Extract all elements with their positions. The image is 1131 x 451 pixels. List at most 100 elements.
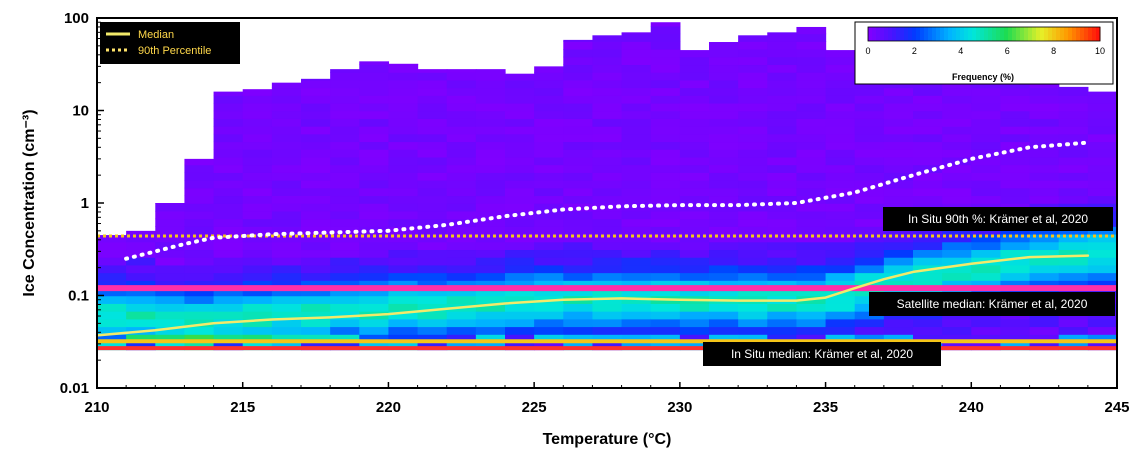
heatmap-cell xyxy=(475,156,506,166)
heatmap-cell xyxy=(621,303,652,312)
heatmap-cell xyxy=(1000,164,1031,173)
heatmap-cell xyxy=(650,149,681,158)
heatmap-cell xyxy=(650,172,681,181)
heatmap-cell xyxy=(971,241,1002,251)
heatmap-cell xyxy=(738,303,768,312)
heatmap-cell xyxy=(330,233,360,243)
heatmap-cell xyxy=(534,341,564,351)
heatmap-cell xyxy=(709,56,739,66)
heatmap-cell xyxy=(621,249,652,258)
heatmap-cell xyxy=(446,79,477,89)
heatmap-cell xyxy=(854,187,885,197)
heatmap-cell xyxy=(738,326,768,335)
heatmap-cell xyxy=(971,149,1002,158)
heatmap-cell xyxy=(679,187,710,197)
heatmap-cell xyxy=(942,264,972,274)
heatmap-cell xyxy=(709,64,739,73)
x-axis-label: Temperature (°C) xyxy=(543,431,672,448)
heatmap-cell xyxy=(330,95,360,104)
heatmap-cell xyxy=(534,334,564,343)
heatmap-cell xyxy=(592,87,623,96)
heatmap-cell xyxy=(738,56,768,66)
heatmap-cell xyxy=(534,133,564,143)
heatmap-cell xyxy=(242,341,273,351)
heatmap-cell xyxy=(1087,102,1118,112)
heatmap-cell xyxy=(709,133,739,143)
heatmap-cell xyxy=(330,311,360,320)
heatmap-cell xyxy=(679,195,710,204)
heatmap-cell xyxy=(446,72,477,81)
heatmap-cell xyxy=(1087,156,1118,166)
heatmap-cell xyxy=(184,233,215,243)
heatmap-cell xyxy=(534,95,564,104)
heatmap-cell xyxy=(883,95,914,104)
heatmap-cell xyxy=(359,195,390,204)
heatmap-cell xyxy=(475,257,506,266)
heatmap-cell xyxy=(825,257,856,266)
heatmap-cell xyxy=(213,249,244,258)
heatmap-cell xyxy=(534,187,564,197)
heatmap-cell xyxy=(563,156,594,166)
heatmap-cell xyxy=(738,257,768,266)
heatmap-cell xyxy=(796,79,827,89)
heatmap-cell xyxy=(942,164,972,173)
heatmap-cell xyxy=(213,210,244,220)
heatmap-cell xyxy=(301,226,331,235)
heatmap-cell xyxy=(592,241,623,251)
heatmap-cell xyxy=(767,118,798,127)
heatmap-cell xyxy=(213,91,244,96)
colorbar-swatch xyxy=(876,27,881,41)
colorbar-swatch xyxy=(952,27,957,41)
heatmap-cell xyxy=(796,272,827,281)
heatmap-cell xyxy=(942,87,972,96)
heatmap-cell xyxy=(505,141,535,150)
heatmap-cell xyxy=(534,318,564,328)
heatmap-cell xyxy=(738,334,768,343)
heatmap-cell xyxy=(126,318,156,328)
heatmap-cell xyxy=(854,172,885,181)
heatmap-cell xyxy=(592,318,623,328)
heatmap-cell xyxy=(767,64,798,73)
heatmap-cell xyxy=(650,110,681,119)
heatmap-cell xyxy=(563,241,594,251)
heatmap-cell xyxy=(359,118,390,127)
heatmap-cell xyxy=(767,87,798,96)
heatmap-cell xyxy=(621,195,652,204)
heatmap-cell xyxy=(417,318,448,328)
heatmap-cell xyxy=(271,187,302,197)
heatmap-cell xyxy=(330,295,360,304)
heatmap-cell xyxy=(417,341,448,351)
heatmap-cell xyxy=(679,164,710,173)
heatmap-cell xyxy=(388,180,419,189)
heatmap-cell xyxy=(883,280,914,289)
heatmap-cell xyxy=(942,272,972,281)
heatmap-cell xyxy=(126,334,156,343)
heatmap-cell xyxy=(1029,264,1060,274)
heatmap-cell xyxy=(1058,87,1089,96)
heatmap-cell xyxy=(330,126,360,135)
heatmap-cell xyxy=(621,280,652,289)
heatmap-cell xyxy=(767,72,798,81)
heatmap-cell xyxy=(359,257,390,266)
heatmap-cell xyxy=(1058,102,1089,112)
heatmap-cell xyxy=(97,272,127,281)
heatmap-cell xyxy=(475,149,506,158)
colorbar-swatch xyxy=(1036,27,1041,41)
heatmap-cell xyxy=(242,334,273,343)
heatmap-cell xyxy=(359,334,390,343)
x-axis: 210 215 220 225 230 235 240 245 xyxy=(84,382,1130,416)
heatmap-cell xyxy=(563,233,594,243)
heatmap-cell xyxy=(1058,86,1089,89)
heatmap-cell xyxy=(883,172,914,181)
heatmap-cell xyxy=(883,164,914,173)
heatmap-cell xyxy=(271,133,302,143)
heatmap-cell xyxy=(971,95,1002,104)
colorbar-tick-label: 4 xyxy=(958,46,963,56)
colorbar-tick-label: 8 xyxy=(1051,46,1056,56)
heatmap-cell xyxy=(213,311,244,320)
heatmap-cell xyxy=(621,210,652,220)
heatmap-cell xyxy=(650,64,681,73)
heatmap-cell xyxy=(883,110,914,119)
heatmap-cell xyxy=(417,180,448,189)
heatmap-cell xyxy=(271,218,302,227)
